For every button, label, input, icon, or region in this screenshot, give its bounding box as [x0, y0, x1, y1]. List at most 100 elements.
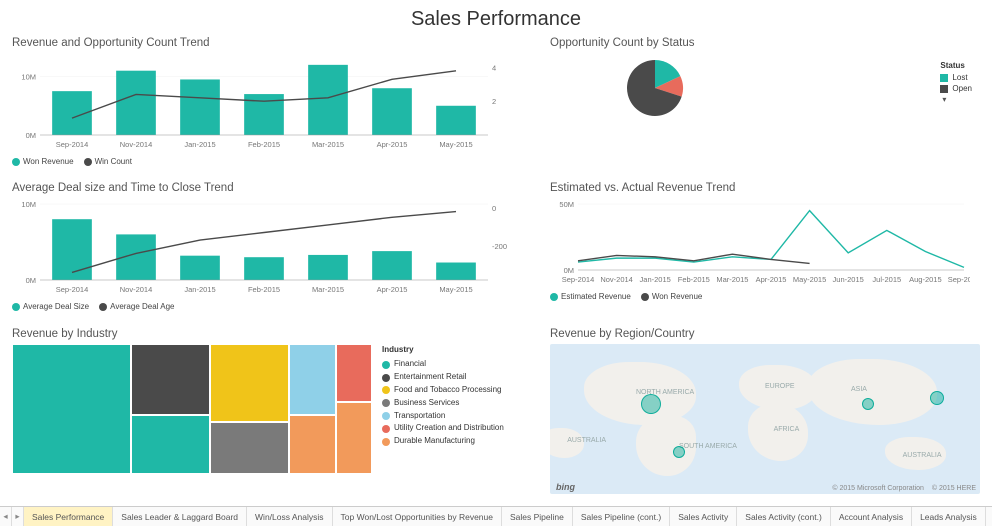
legend-title: Status [940, 61, 972, 70]
svg-text:Sep-2015: Sep-2015 [948, 275, 970, 284]
map-region-label: AUSTRALIA [903, 452, 942, 459]
map-bubble[interactable] [930, 391, 944, 405]
legend-item[interactable]: Business Services [382, 397, 504, 410]
combo-chart-svg[interactable]: 0M10M24Sep-2014Nov-2014Jan-2015Feb-2015M… [12, 53, 512, 153]
svg-text:Nov-2014: Nov-2014 [120, 140, 153, 149]
revenue-region-chart: Revenue by Region/Country bing © 2015 Mi… [550, 328, 980, 506]
legend-item: Won Revenue [12, 157, 74, 166]
revenue-industry-chart: Revenue by Industry Industry FinancialEn… [12, 328, 532, 506]
treemap-cell[interactable] [131, 344, 210, 416]
copyright-ms: © 2015 Microsoft Corporation [832, 485, 924, 492]
dashboard-page: Sales Performance Revenue and Opportunit… [0, 0, 992, 526]
map-attribution: © 2015 Microsoft Corporation © 2015 HERE [832, 485, 976, 492]
tab-scroll-right-icon[interactable]: ▸ [12, 507, 24, 526]
treemap-svg[interactable] [12, 344, 372, 474]
legend-item: Average Deal Size [12, 302, 89, 311]
map-region-label: EUROPE [765, 383, 795, 390]
chart-title: Revenue by Region/Country [550, 328, 980, 340]
svg-text:Jan-2015: Jan-2015 [640, 275, 671, 284]
estimated-actual-chart: Estimated vs. Actual Revenue Trend 0M50M… [550, 182, 980, 323]
svg-text:Sep-2014: Sep-2014 [562, 275, 595, 284]
revenue-opportunity-chart: Revenue and Opportunity Count Trend 0M10… [12, 37, 532, 178]
svg-text:May-2015: May-2015 [439, 140, 472, 149]
chart-title: Estimated vs. Actual Revenue Trend [550, 182, 980, 194]
sheet-tab[interactable]: Win/Loss Analysis [247, 507, 333, 526]
svg-text:Feb-2015: Feb-2015 [678, 275, 710, 284]
svg-text:10M: 10M [21, 73, 36, 82]
treemap-cell[interactable] [336, 344, 372, 403]
map-region-label: AUSTRALIA [567, 437, 606, 444]
line-chart-svg[interactable]: 0M50MSep-2014Nov-2014Jan-2015Feb-2015Mar… [550, 198, 970, 288]
chart-legend: Average Deal SizeAverage Deal Age [12, 298, 532, 311]
treemap-cell[interactable] [12, 344, 131, 474]
legend-item[interactable]: Food and Tobacco Processing [382, 384, 504, 397]
svg-text:May-2015: May-2015 [793, 275, 826, 284]
svg-text:Mar-2015: Mar-2015 [312, 140, 344, 149]
pie-chart-svg[interactable] [620, 53, 820, 123]
svg-text:Apr-2015: Apr-2015 [756, 275, 787, 284]
svg-text:Sep-2014: Sep-2014 [56, 140, 89, 149]
svg-text:0M: 0M [26, 131, 36, 140]
legend-title: Industry [382, 344, 504, 357]
treemap-cell[interactable] [210, 344, 289, 422]
svg-text:Apr-2015: Apr-2015 [377, 140, 408, 149]
legend-item: Win Count [84, 157, 132, 166]
map-visual[interactable]: bing © 2015 Microsoft Corporation © 2015… [550, 344, 980, 494]
chart-title: Opportunity Count by Status [550, 37, 910, 49]
sheet-tab[interactable]: Sales Activity (cont.) [737, 507, 831, 526]
svg-text:0: 0 [492, 204, 496, 213]
svg-text:4: 4 [492, 63, 496, 72]
copyright-here: © 2015 HERE [932, 485, 976, 492]
opportunity-status-chart: Opportunity Count by Status Status Lost O… [550, 37, 980, 178]
treemap-cell[interactable] [289, 415, 336, 474]
svg-text:Jan-2015: Jan-2015 [184, 140, 215, 149]
map-bubble[interactable] [673, 446, 685, 458]
legend-item[interactable]: Utility Creation and Distribution [382, 422, 504, 435]
sheet-tab[interactable]: Sales Performance [24, 507, 113, 526]
treemap-cell[interactable] [336, 402, 372, 474]
svg-text:Mar-2015: Mar-2015 [716, 275, 748, 284]
treemap-legend: Industry FinancialEntertainment RetailFo… [382, 344, 504, 474]
svg-text:Jul-2015: Jul-2015 [872, 275, 901, 284]
map-region-label: AFRICA [774, 426, 800, 433]
svg-text:Feb-2015: Feb-2015 [248, 140, 280, 149]
svg-text:Aug-2015: Aug-2015 [909, 275, 942, 284]
legend-item[interactable]: Transportation [382, 410, 504, 423]
legend-item[interactable]: Durable Manufacturing [382, 435, 504, 448]
tab-scroll-left-icon[interactable]: ◂ [0, 507, 12, 526]
chart-legend: Estimated RevenueWon Revenue [550, 288, 980, 301]
page-title: Sales Performance [0, 0, 992, 37]
svg-text:Nov-2014: Nov-2014 [600, 275, 633, 284]
sheet-tab[interactable]: Sales Activity [670, 507, 737, 526]
treemap-cell[interactable] [289, 344, 336, 416]
legend-item[interactable]: Financial [382, 358, 504, 371]
dashboard-grid: Revenue and Opportunity Count Trend 0M10… [0, 37, 992, 506]
legend-item[interactable]: Entertainment Retail [382, 371, 504, 384]
sheet-tab[interactable]: Top Won/Lost Opportunities by Revenue [333, 507, 502, 526]
svg-text:May-2015: May-2015 [439, 285, 472, 294]
map-region-label: SOUTH AMERICA [679, 443, 737, 450]
svg-text:Apr-2015: Apr-2015 [377, 285, 408, 294]
chart-title: Average Deal size and Time to Close Tren… [12, 182, 532, 194]
legend-item[interactable]: Lost [940, 73, 972, 82]
svg-text:-200: -200 [492, 242, 507, 251]
map-region-label: ASIA [851, 386, 867, 393]
map-bubble[interactable] [641, 394, 661, 414]
chart-legend: Won Revenue Win Count [12, 153, 532, 166]
sheet-tab[interactable]: Sales Leader & Laggard Board [113, 507, 247, 526]
bing-logo: bing [556, 482, 575, 492]
deal-size-chart: Average Deal size and Time to Close Tren… [12, 182, 532, 323]
legend-item[interactable]: Open [940, 84, 972, 93]
svg-text:Feb-2015: Feb-2015 [248, 285, 280, 294]
map-bubble[interactable] [862, 398, 874, 410]
sheet-tab[interactable]: Account Analysis [831, 507, 912, 526]
sheet-tab[interactable]: Sales Pipeline (cont.) [573, 507, 670, 526]
treemap-cell[interactable] [131, 415, 210, 474]
pie-legend: Status Lost Open ▾ [940, 37, 980, 104]
sheet-tab[interactable]: Leads Analysis [912, 507, 986, 526]
sheet-tab[interactable]: Sales Pipeline [502, 507, 573, 526]
treemap-cell[interactable] [210, 422, 289, 474]
legend-more-icon[interactable]: ▾ [940, 95, 972, 104]
sheet-tabs: ◂ ▸ Sales PerformanceSales Leader & Lagg… [0, 506, 992, 526]
combo-chart-svg[interactable]: 0M10M-2000Sep-2014Nov-2014Jan-2015Feb-20… [12, 198, 512, 298]
